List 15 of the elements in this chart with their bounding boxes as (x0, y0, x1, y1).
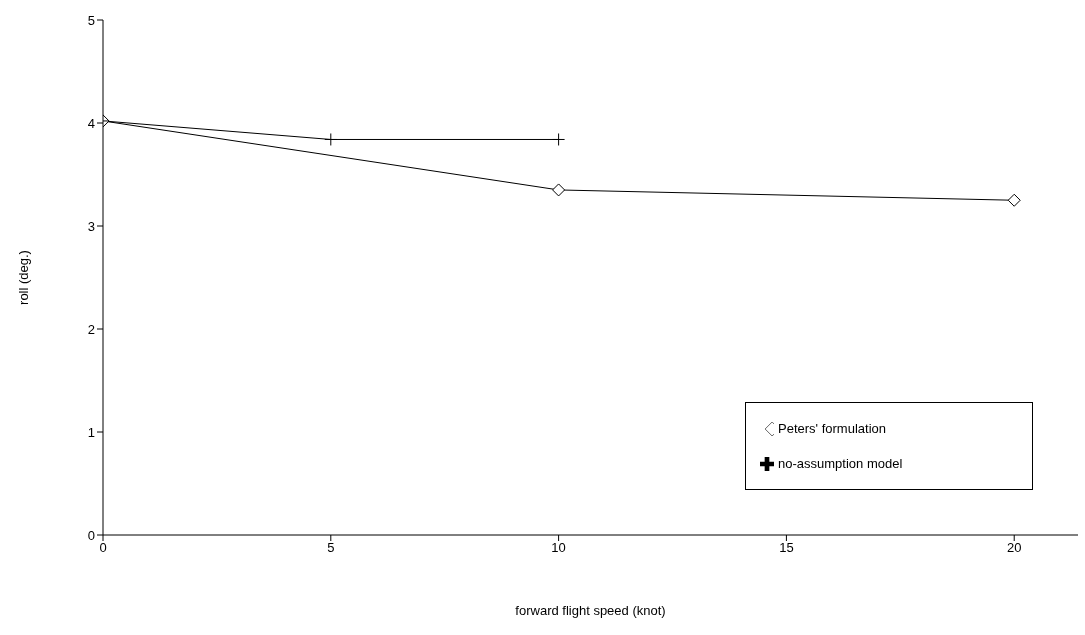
legend-label: no-assumption model (778, 455, 904, 473)
y-tick-label: 2 (87, 321, 95, 337)
legend-label: Peters' formulation (778, 420, 887, 438)
x-axis-title: forward flight speed (knot) (515, 603, 666, 618)
y-axis-title: roll (deg.) (15, 250, 31, 305)
x-tick-label: 15 (779, 540, 794, 556)
x-tick-label: 10 (551, 540, 566, 556)
x-tick-label: 5 (327, 540, 335, 556)
x-tick-label: 0 (99, 540, 107, 556)
y-tick-label: 0 (87, 527, 95, 543)
y-tick-label: 3 (87, 218, 95, 234)
y-tick-label: 5 (87, 12, 95, 28)
y-tick-label: 4 (87, 115, 95, 131)
x-tick-label: 20 (1006, 540, 1022, 556)
y-tick-label: 1 (87, 424, 95, 440)
